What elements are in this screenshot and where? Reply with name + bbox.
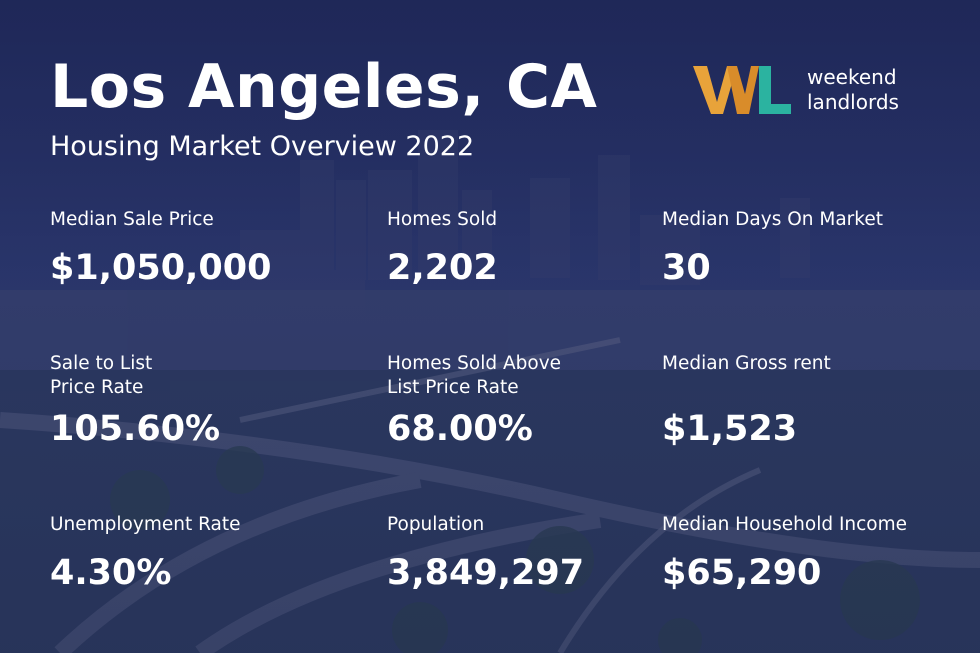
stat-value: 4.30%: [50, 553, 172, 593]
stat-label: Median Household Income: [662, 514, 908, 535]
stat-value: 105.60%: [50, 409, 221, 449]
stat-label: Unemployment Rate: [50, 514, 241, 535]
stat-unemployment-rate: Unemployment Rate 4.30%: [50, 513, 350, 593]
stat-value: 3,849,297: [387, 553, 585, 593]
stat-label: Homes Sold Above List Price Rate: [387, 353, 562, 398]
stat-homes-sold: Homes Sold 2,202: [387, 208, 687, 288]
stat-label: Homes Sold: [387, 209, 498, 230]
stat-label: Median Days On Market: [662, 209, 883, 230]
stat-value: 2,202: [387, 248, 498, 288]
stat-value: $1,050,000: [50, 248, 272, 288]
logo-line-2: landlords: [807, 90, 899, 114]
stat-value: $65,290: [662, 553, 822, 593]
stat-median-gross-rent: Median Gross rent $1,523: [662, 352, 962, 449]
stat-label: Median Gross rent: [662, 353, 831, 374]
stat-homes-sold-above-list: Homes Sold Above List Price Rate 68.00%: [387, 352, 687, 449]
stat-median-days-on-market: Median Days On Market 30: [662, 208, 962, 288]
stat-label: Sale to List Price Rate: [50, 353, 153, 398]
stat-value: $1,523: [662, 409, 798, 449]
stat-value: 68.00%: [387, 409, 533, 449]
stat-population: Population 3,849,297: [387, 513, 687, 593]
logo-wordmark: weekend landlords: [807, 65, 899, 115]
stat-median-household-income: Median Household Income $65,290: [662, 513, 962, 593]
stat-median-sale-price: Median Sale Price $1,050,000: [50, 208, 350, 288]
stat-sale-to-list-price-rate: Sale to List Price Rate 105.60%: [50, 352, 350, 449]
stat-label: Median Sale Price: [50, 209, 214, 230]
page-title: Los Angeles, CA: [50, 52, 598, 122]
stat-value: 30: [662, 248, 711, 288]
page-subtitle: Housing Market Overview 2022: [50, 131, 475, 162]
stat-label: Population: [387, 514, 485, 535]
logo-line-1: weekend: [807, 65, 897, 89]
weekend-landlords-logo: weekend landlords: [693, 62, 933, 122]
wl-logo-icon: [693, 66, 791, 114]
